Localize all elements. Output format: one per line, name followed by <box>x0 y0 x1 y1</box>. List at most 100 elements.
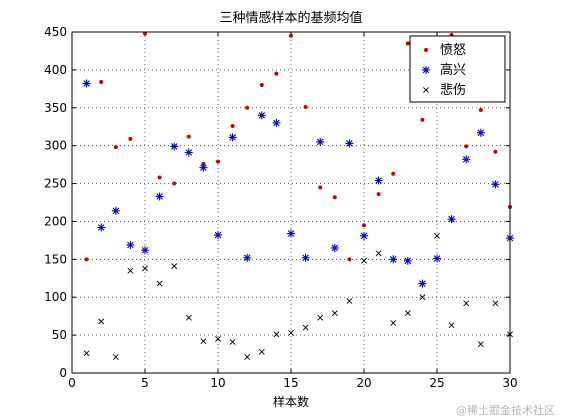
data-point-happy <box>403 256 412 265</box>
data-point-anger <box>245 105 250 110</box>
legend-label-happy: 高兴 <box>440 62 466 78</box>
data-point-anger <box>493 149 498 154</box>
data-point-happy <box>272 118 281 127</box>
data-point-anger <box>216 159 220 164</box>
legend-marker-sad <box>423 87 429 93</box>
data-point-anger <box>84 257 89 262</box>
y-tick-label: 300 <box>44 139 67 153</box>
data-point-happy <box>345 139 354 148</box>
y-tick-label: 150 <box>44 252 67 266</box>
data-point-happy <box>476 128 485 137</box>
data-point-happy <box>360 231 368 240</box>
data-point-anger <box>303 105 308 110</box>
data-point-sad <box>390 320 397 326</box>
chart-title: 三种情感样本的基频均值 <box>219 10 362 26</box>
data-point-anger <box>289 33 293 38</box>
data-point-happy <box>389 255 398 264</box>
data-point-sad <box>492 300 499 307</box>
data-point-anger <box>186 134 191 139</box>
data-point-sad <box>273 331 280 338</box>
data-point-anger <box>347 257 352 262</box>
data-point-happy <box>214 231 222 240</box>
data-point-sad <box>375 250 382 257</box>
x-tick-label: 20 <box>356 376 371 390</box>
data-point-anger <box>143 31 147 36</box>
data-point-anger <box>332 195 337 200</box>
data-point-happy <box>126 240 135 249</box>
y-tick-label: 400 <box>44 63 67 77</box>
data-point-sad <box>317 314 324 321</box>
y-tick-label: 50 <box>52 328 67 342</box>
data-point-happy <box>301 253 310 262</box>
data-point-happy <box>330 243 339 252</box>
data-point-sad <box>142 265 148 272</box>
data-point-sad <box>258 348 265 355</box>
y-tick-label: 250 <box>44 177 67 191</box>
data-point-sad <box>185 314 192 321</box>
x-tick-label: 25 <box>429 376 444 390</box>
data-point-happy <box>111 206 120 215</box>
data-point-anger <box>128 136 133 141</box>
x-tick-labels: 0 5 10 15 20 25 30 <box>68 376 517 390</box>
x-tick-label: 10 <box>210 376 225 390</box>
data-point-anger <box>464 144 469 149</box>
data-point-happy <box>287 229 295 238</box>
y-tick-label: 200 <box>44 214 67 228</box>
y-tick-label: 100 <box>44 290 67 304</box>
legend-label-sad: 悲伤 <box>440 82 466 98</box>
data-point-anger <box>391 171 396 176</box>
data-point-sad <box>448 322 455 329</box>
grid <box>72 32 510 373</box>
y-tick-labels: 0 50 100 150 200 250 300 350 400 450 <box>44 25 67 380</box>
data-point-sad <box>112 354 119 361</box>
data-point-happy <box>418 279 427 288</box>
data-point-anger <box>274 71 279 76</box>
data-point-happy <box>228 133 237 142</box>
data-point-happy <box>257 111 266 120</box>
data-marks <box>82 31 514 361</box>
y-tick-label: 450 <box>44 25 67 39</box>
data-point-happy <box>462 155 471 164</box>
data-point-anger <box>259 83 264 88</box>
x-tick-label: 0 <box>68 376 76 390</box>
data-point-sad <box>288 329 294 336</box>
x-tick-label: 15 <box>283 376 298 390</box>
x-axis-label: 样本数 <box>273 394 309 409</box>
legend-marker-happy <box>422 66 430 74</box>
data-point-happy <box>170 142 179 151</box>
data-point-anger <box>376 192 381 197</box>
data-point-sad <box>215 335 221 342</box>
data-point-happy <box>184 148 193 157</box>
data-point-happy <box>199 163 208 172</box>
data-point-happy <box>447 215 456 224</box>
data-point-sad <box>419 294 426 301</box>
data-point-happy <box>97 223 106 232</box>
data-point-anger <box>478 108 483 113</box>
data-point-sad <box>127 267 134 274</box>
legend: 愤怒 高兴 悲伤 <box>409 35 506 103</box>
data-point-happy <box>374 176 383 185</box>
data-point-happy <box>433 254 441 263</box>
data-point-anger <box>99 80 104 85</box>
y-tick-label: 0 <box>59 366 67 380</box>
data-point-anger <box>230 123 235 128</box>
legend-marker-anger <box>424 48 428 52</box>
data-point-anger <box>420 117 425 122</box>
legend-markers <box>422 48 430 93</box>
data-point-anger <box>172 181 177 186</box>
data-point-sad <box>331 310 338 317</box>
data-point-sad <box>83 350 90 357</box>
data-point-happy <box>155 192 164 201</box>
data-point-sad <box>244 354 251 361</box>
data-point-happy <box>316 137 325 146</box>
data-point-anger <box>157 175 162 180</box>
data-point-sad <box>361 257 367 264</box>
data-point-sad <box>171 263 178 270</box>
data-point-sad <box>229 339 236 345</box>
data-point-sad <box>346 298 353 304</box>
data-point-anger <box>113 145 118 150</box>
data-point-sad <box>98 318 105 325</box>
data-point-sad <box>434 232 440 239</box>
data-point-happy <box>243 253 252 262</box>
